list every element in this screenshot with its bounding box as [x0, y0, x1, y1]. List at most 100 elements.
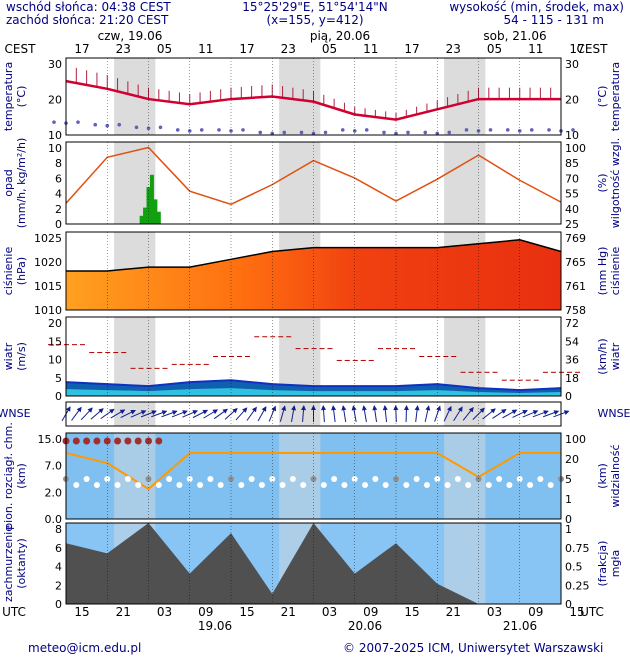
y-tick-left: 0: [55, 598, 62, 611]
night-band: [279, 58, 321, 135]
tz-top: CEST: [5, 42, 37, 56]
arrow-head: [331, 405, 337, 411]
axis-title-left: pion. rozciągł. chm.: [2, 422, 15, 530]
arrow-head: [553, 410, 560, 415]
dewpoint-dot: [488, 128, 493, 132]
arrow-head: [212, 409, 219, 415]
y-tick-right: 761: [565, 280, 586, 293]
y-tick-left: 2: [55, 579, 62, 592]
y-tick-right: 0.5: [565, 561, 583, 574]
wind-arrow: [257, 406, 267, 422]
cloud-base-dot: [114, 482, 121, 488]
cloud-base-dot: [527, 482, 534, 488]
panel-frame: [65, 522, 562, 605]
wind-arrow: [151, 410, 168, 418]
cloud-base-dot: [444, 482, 451, 488]
cloud-top-dot: [145, 437, 152, 445]
wind-arrow: [341, 405, 347, 422]
cloud-top-dot: [83, 437, 91, 445]
y-tick-left: 6: [55, 542, 62, 555]
cloud-base-dot: [93, 482, 100, 488]
sunrise-text: wschód słońca: 04:38 CEST: [6, 0, 171, 14]
day-top: pią, 20.06: [310, 29, 370, 43]
hour-top: 17: [239, 42, 254, 56]
axis-unit-right: (km/h): [596, 338, 609, 374]
cloud-top-dot: [124, 437, 132, 445]
hour-bottom: 21: [281, 605, 296, 619]
wind-arrow: [424, 405, 431, 422]
wind-arrow: [434, 405, 441, 422]
arrow-head: [87, 407, 93, 413]
cloud-base-dot: [413, 476, 420, 482]
arrow-head: [310, 405, 316, 411]
dewpoint-dot: [323, 130, 328, 135]
y-tick-left: 4: [55, 188, 62, 201]
panel-frame: [65, 316, 562, 397]
wind-arrow: [482, 408, 496, 420]
wind-arrow: [80, 407, 93, 421]
dewpoint-dot: [217, 128, 221, 132]
dewpoint-dot: [105, 123, 110, 128]
arrow-head: [490, 408, 496, 414]
arrow-head: [543, 410, 549, 415]
arrow-head: [232, 408, 238, 414]
cloud-base-dot: [372, 476, 379, 482]
axis-title-left: opad: [2, 169, 15, 196]
arrow-head: [151, 410, 157, 415]
hour-bottom: 03: [322, 605, 337, 619]
hour-bottom: 15: [404, 605, 419, 619]
wind-arrow: [372, 405, 378, 422]
wind-arrow: [361, 405, 367, 422]
hour-bottom: 15: [239, 605, 254, 619]
y-tick-left: 15: [48, 335, 62, 348]
hour-top: 11: [363, 42, 378, 56]
precip-bar: [149, 174, 154, 224]
wind-arrow: [268, 405, 277, 422]
arrow-head: [182, 410, 188, 415]
axis-unit-left: (mm/h, kg/m²/h): [15, 138, 28, 229]
arrow-head: [522, 410, 528, 415]
y-tick-left: 10: [48, 129, 62, 142]
dewpoint-dot: [258, 130, 263, 135]
arrow-head: [382, 405, 388, 411]
axis-unit-right: (frakcja): [596, 541, 609, 587]
y-tick-right: 20: [565, 94, 579, 107]
cloud-top-dot: [93, 437, 101, 445]
cloud-top-dot: [114, 437, 122, 445]
wind-arrow: [203, 409, 219, 419]
hour-bottom: 09: [198, 605, 213, 619]
arrow-head: [436, 405, 441, 412]
hour-top: 17: [404, 42, 419, 56]
tz-top-right: CEST: [577, 42, 609, 56]
axis-unit-left: (m/s): [15, 342, 28, 371]
y-tick-left: 20: [48, 317, 62, 330]
contact-email[interactable]: meteo@icm.edu.pl: [28, 641, 142, 655]
axis-unit-left: (oktanty): [15, 538, 28, 589]
arrow-head: [372, 405, 378, 411]
hour-top: 05: [487, 42, 502, 56]
tz-bottom: UTC: [2, 605, 26, 619]
y-tick-left: 0.0: [45, 513, 63, 526]
y-tick-left: 5: [55, 372, 62, 385]
elevation-label: wysokość (min, środek, max): [449, 0, 624, 14]
y-tick-right: 100: [565, 142, 586, 155]
axis-title-left: ciśnienie: [2, 247, 15, 296]
axis-unit-left: (°C): [15, 86, 28, 108]
day-bottom: 19.06: [198, 619, 232, 633]
y-tick-right: 10: [565, 129, 579, 142]
y-tick-right: 5: [565, 473, 572, 486]
compass-right: WNSE: [597, 407, 630, 420]
axis-title-left: wiatr: [2, 342, 15, 370]
coordinates-text: 15°25'29"E, 51°54'14"N: [242, 0, 388, 14]
cloud-base-dot: [485, 482, 492, 488]
wind-arrow: [110, 409, 126, 419]
dewpoint-dot: [529, 128, 534, 132]
cloud-base-dot: [238, 482, 245, 488]
arrow-head: [202, 409, 209, 415]
y-tick-left: 1010: [34, 304, 62, 317]
y-tick-right: 100: [565, 433, 586, 446]
wind-arrow: [321, 405, 327, 423]
y-tick-right: 25: [565, 218, 579, 231]
y-tick-right: 54: [565, 335, 579, 348]
arrow-head: [414, 405, 420, 411]
